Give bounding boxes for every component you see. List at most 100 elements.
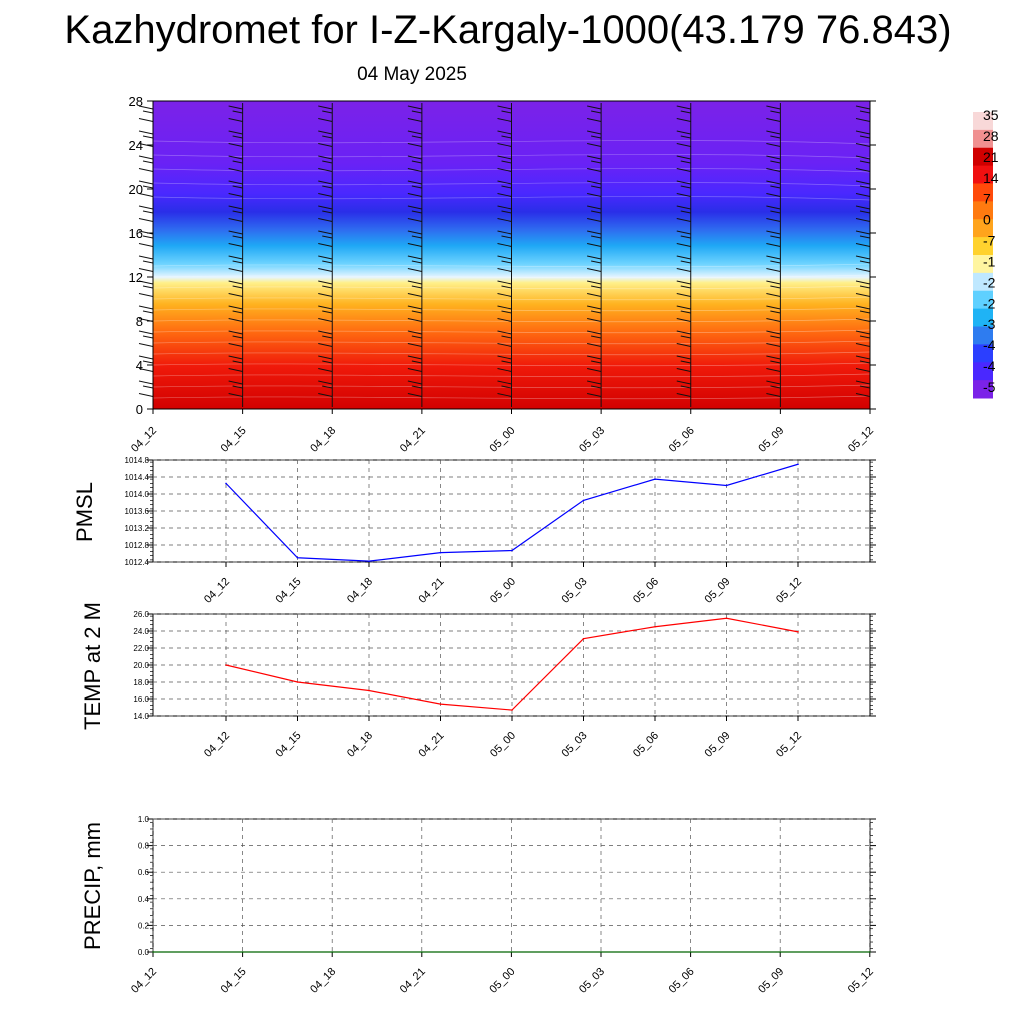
colorbar-band bbox=[973, 147, 993, 167]
wind-barb bbox=[859, 260, 871, 264]
wind-barb bbox=[407, 218, 422, 222]
y-axis-label: PMSL bbox=[72, 482, 97, 542]
colorbar-band bbox=[973, 272, 993, 292]
wind-barb bbox=[411, 160, 422, 164]
x-tick-label: 05_06 bbox=[631, 576, 661, 606]
wind-barb bbox=[766, 330, 781, 335]
wind-barb bbox=[676, 130, 691, 135]
y-tick-label: 4 bbox=[136, 358, 143, 373]
wind-barb bbox=[770, 335, 781, 339]
x-tick-label: 04_21 bbox=[417, 730, 447, 760]
x-tick-label: 05_09 bbox=[756, 425, 786, 455]
contour-line bbox=[152, 362, 871, 367]
x-tick-label: 05_00 bbox=[488, 730, 518, 760]
wind-barb bbox=[407, 230, 422, 235]
wind-barb bbox=[138, 143, 154, 147]
chart-title: Kazhydromet for I-Z-Kargaly-1000(43.179 … bbox=[64, 8, 952, 52]
x-tick-label: 05_06 bbox=[667, 425, 697, 455]
wind-barb bbox=[228, 230, 243, 235]
data-point bbox=[869, 951, 871, 953]
colorbar-label: 35 bbox=[983, 107, 999, 123]
wind-barb bbox=[766, 155, 781, 160]
data-point bbox=[797, 463, 799, 466]
y-tick-label: 26.0 bbox=[133, 610, 149, 619]
wind-barb bbox=[142, 360, 154, 364]
colorbar-label: 0 bbox=[983, 212, 991, 228]
wind-barb bbox=[232, 110, 243, 114]
wind-barb bbox=[587, 193, 602, 197]
wind-barb bbox=[228, 168, 243, 172]
wind-barb bbox=[766, 105, 781, 110]
wind-barb bbox=[591, 285, 602, 289]
wind-barb bbox=[859, 210, 871, 214]
x-tick-label: 04_15 bbox=[219, 966, 249, 996]
data-point bbox=[654, 625, 656, 628]
wind-barb bbox=[228, 343, 243, 347]
wind-barb bbox=[138, 255, 154, 260]
wind-barb bbox=[676, 343, 691, 347]
wind-barb bbox=[770, 310, 781, 314]
y-tick-label: 0.6 bbox=[138, 868, 150, 877]
data-point bbox=[779, 951, 781, 953]
colorbar-band bbox=[973, 326, 993, 345]
x-tick-label: 05_12 bbox=[774, 730, 804, 760]
wind-barb bbox=[407, 305, 422, 310]
wind-barb bbox=[322, 285, 333, 289]
wind-barb bbox=[322, 260, 333, 264]
wind-barb bbox=[676, 268, 691, 272]
wind-barb bbox=[766, 393, 781, 397]
colorbar-label: 28 bbox=[983, 128, 999, 144]
wind-barb bbox=[142, 135, 154, 139]
x-tick-label: 04_12 bbox=[202, 576, 232, 606]
wind-barb bbox=[142, 235, 154, 239]
y-tick-label: 0.4 bbox=[138, 895, 150, 904]
wind-barb bbox=[766, 368, 781, 372]
wind-barb bbox=[407, 130, 422, 135]
wind-barb bbox=[142, 160, 154, 164]
y-tick-label: 22.0 bbox=[133, 644, 149, 653]
wind-barb bbox=[855, 293, 871, 297]
x-tick-label: 05_12 bbox=[846, 966, 876, 996]
wind-barb bbox=[318, 368, 333, 372]
precip-panel: 0.0 0.2 0.4 0.6 0.8 1.0 04_12 04_15 04_18 04_21 05… bbox=[80, 815, 876, 996]
wind-barb bbox=[497, 105, 512, 110]
wind-barb bbox=[855, 318, 871, 322]
data-point bbox=[725, 484, 728, 487]
x-tick-label: 05_00 bbox=[488, 576, 518, 606]
wind-barb bbox=[859, 110, 871, 114]
colorbar-band bbox=[973, 183, 993, 202]
wind-barb bbox=[407, 380, 422, 385]
x-tick-label: 05_09 bbox=[703, 576, 733, 606]
contour-line bbox=[152, 140, 871, 145]
wind-barb bbox=[766, 380, 781, 385]
colorbar-band bbox=[973, 112, 993, 131]
colorbar-band bbox=[973, 201, 993, 220]
wind-barb bbox=[676, 230, 691, 235]
wind-barb bbox=[676, 255, 691, 260]
y-tick-label: 1014.4 bbox=[125, 473, 150, 482]
wind-barb bbox=[680, 310, 691, 314]
wind-barb bbox=[587, 305, 602, 310]
wind-barb bbox=[407, 330, 422, 335]
wind-barb bbox=[232, 185, 243, 189]
wind-barb bbox=[138, 305, 154, 310]
wind-barb bbox=[855, 180, 871, 185]
y-tick-label: 0.8 bbox=[138, 842, 150, 851]
colorbar-band bbox=[973, 380, 993, 399]
x-tick-label: 04_15 bbox=[274, 730, 304, 760]
wind-barb bbox=[501, 210, 512, 214]
wind-barb bbox=[587, 355, 602, 360]
wind-barb bbox=[766, 243, 781, 247]
contour-line bbox=[152, 182, 871, 187]
wind-barb bbox=[497, 268, 512, 272]
wind-barb bbox=[411, 235, 422, 239]
colorbar-band bbox=[973, 237, 993, 256]
wind-barb bbox=[770, 185, 781, 189]
colorbar-label: -2 bbox=[983, 295, 996, 311]
wind-barb bbox=[497, 380, 512, 385]
x-tick-label: 05_12 bbox=[774, 576, 804, 606]
wind-barb bbox=[232, 210, 243, 214]
data-point bbox=[296, 681, 299, 683]
wind-barb bbox=[676, 218, 691, 222]
wind-barb bbox=[318, 380, 333, 385]
